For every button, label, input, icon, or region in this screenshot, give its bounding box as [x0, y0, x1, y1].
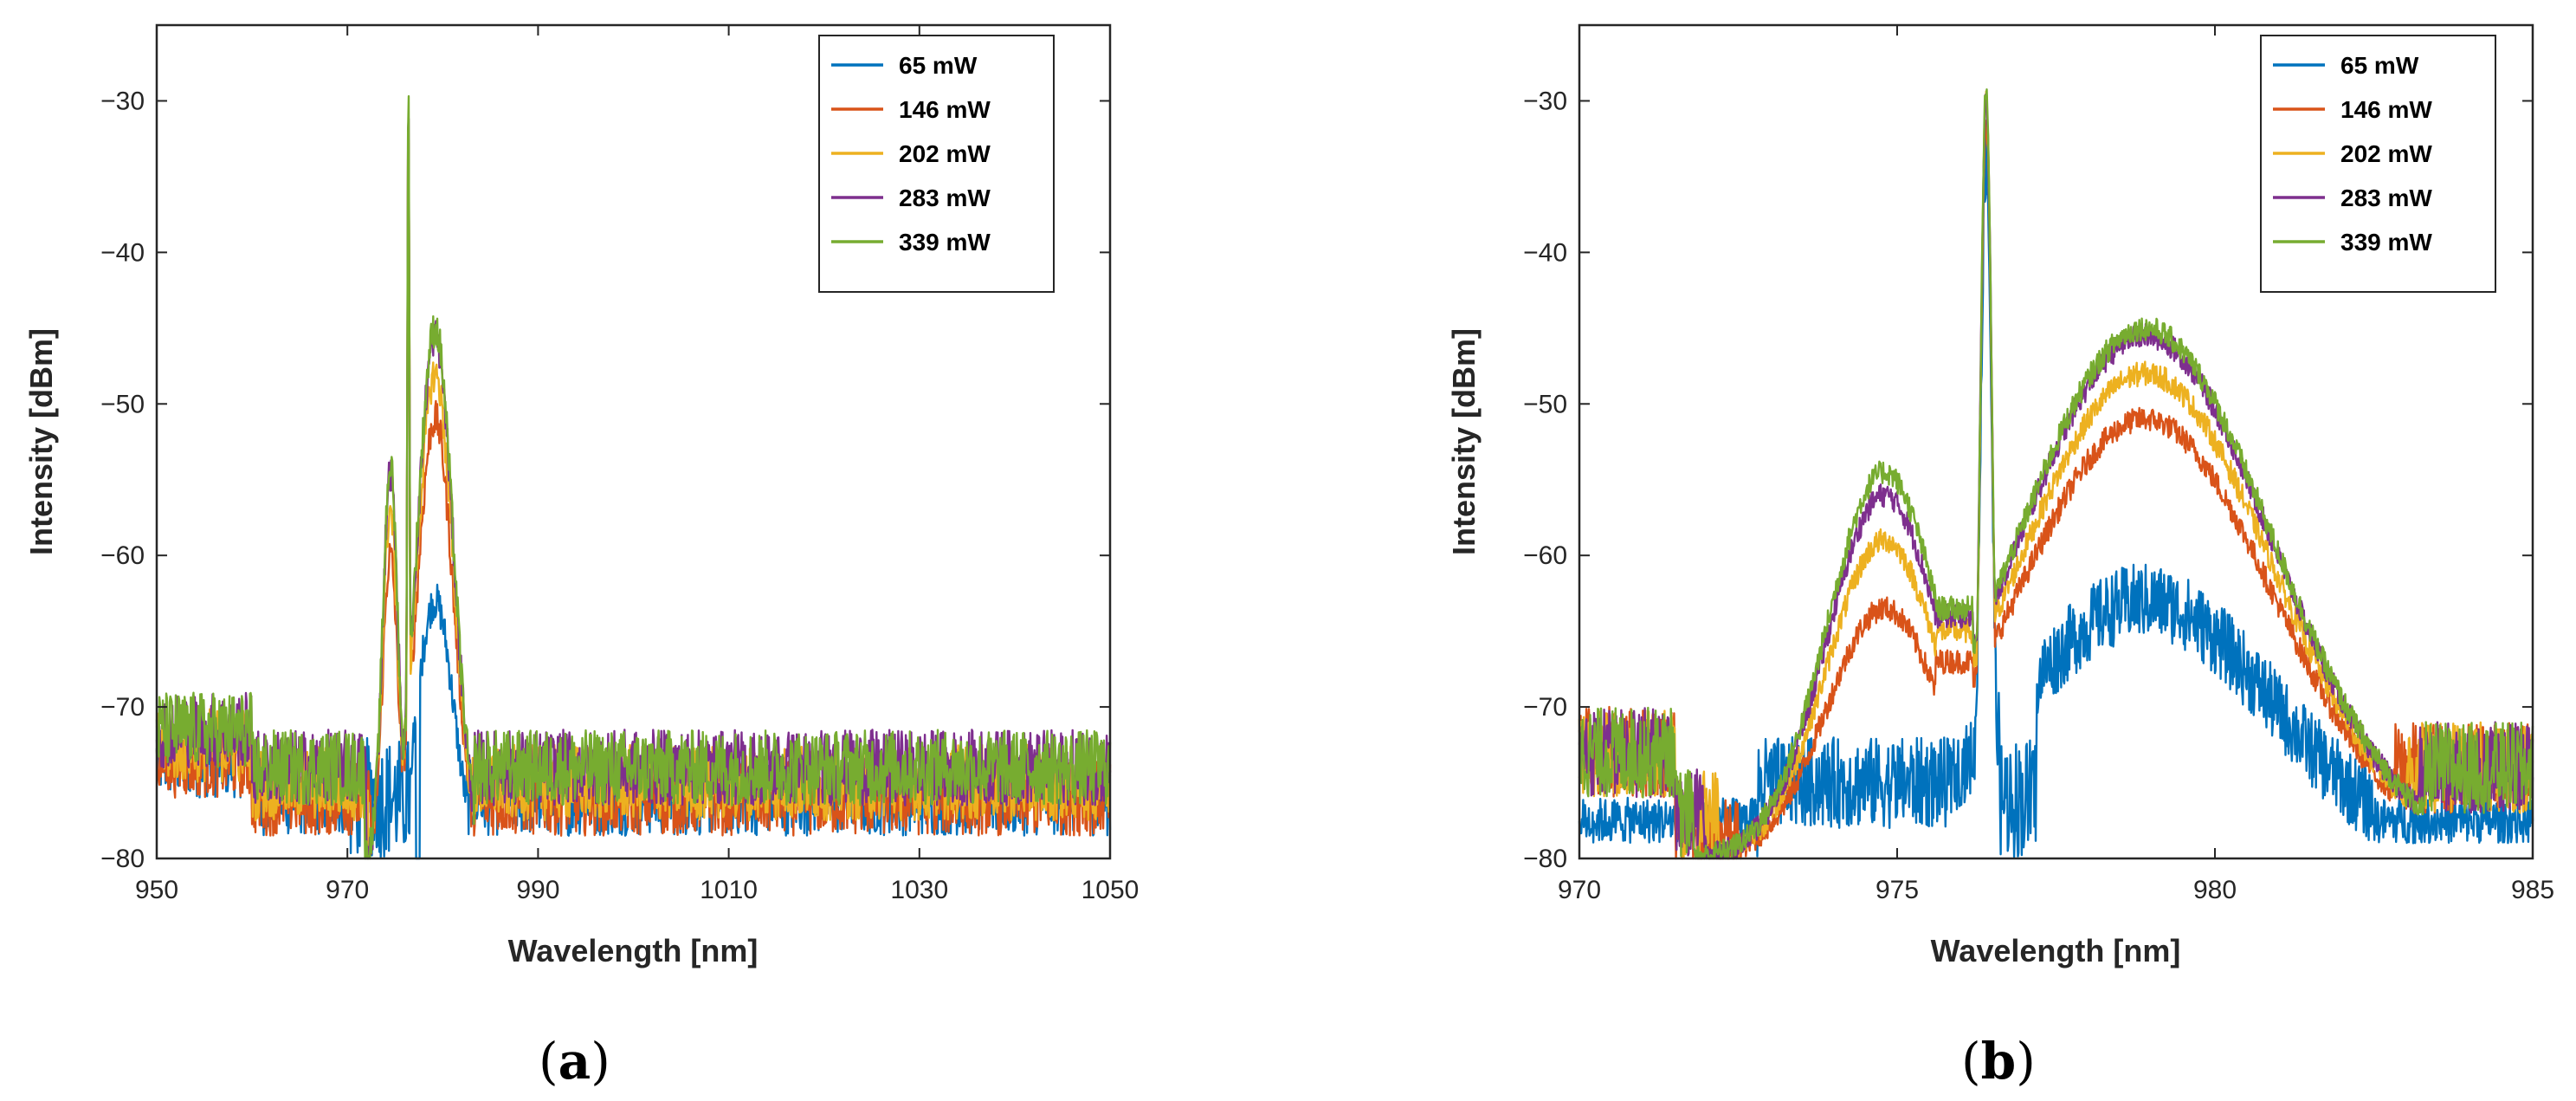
- panel-a-xlabel: Wavelength [nm]: [508, 933, 759, 968]
- y-tick-label: −80: [100, 845, 145, 873]
- panel-b-legend: 65 mW 146 mW 202 mW 283 mW 339 mW: [2260, 35, 2496, 293]
- legend-label: 65 mW: [2340, 52, 2419, 79]
- y-tick-label: −60: [100, 541, 145, 570]
- x-tick-label: 970: [1558, 876, 1601, 904]
- legend-label: 202 mW: [899, 140, 991, 167]
- series-line-283-mw: [1578, 94, 2534, 860]
- panel-b-chart: 970 975 980 985 −80 −70 −60 −50 −40 −30 Wavelengt…: [1446, 23, 2554, 1091]
- legend-label: 65 mW: [899, 52, 978, 79]
- legend-label: 339 mW: [899, 229, 991, 256]
- y-tick-label: −70: [100, 693, 145, 722]
- panel-b-caption-close: ): [2016, 1032, 2036, 1091]
- y-tick-label: −40: [100, 238, 145, 267]
- y-tick-label: −60: [1523, 541, 1567, 570]
- panel-b-series-group: [1578, 88, 2534, 860]
- panel-b-caption: (b): [1961, 1032, 2036, 1091]
- legend-box: [2260, 35, 2496, 293]
- series-line-339-mw: [1578, 88, 2534, 860]
- panel-b-ticks: 970 975 980 985 −80 −70 −60 −50 −40 −30: [1523, 25, 2554, 904]
- panel-a-series-group: [155, 94, 1112, 860]
- x-tick-label: 985: [2511, 876, 2554, 904]
- x-tick-label: 1010: [700, 876, 758, 904]
- panel-b-caption-open: (: [1961, 1032, 1981, 1091]
- x-tick-label: 980: [2193, 876, 2237, 904]
- y-tick-label: −50: [100, 390, 145, 418]
- x-tick-label: 1050: [1081, 876, 1140, 904]
- y-tick-label: −30: [1523, 87, 1567, 115]
- legend-label: 339 mW: [2340, 229, 2432, 256]
- panel-a-caption-letter: a: [558, 1032, 591, 1091]
- y-tick-label: −70: [1523, 693, 1567, 722]
- x-tick-label: 950: [135, 876, 178, 904]
- panel-a-axes-box: [155, 23, 1112, 860]
- legend-box: [818, 35, 1055, 293]
- x-tick-label: 990: [516, 876, 559, 904]
- legend-label: 283 mW: [2340, 185, 2432, 211]
- legend-label: 202 mW: [2340, 140, 2432, 167]
- panel-b-caption-letter: b: [1981, 1032, 2017, 1091]
- panel-a-ticks: 950 970 990 1010 1030 1050 −80 −70 −60 −50 −40 −30: [100, 25, 1139, 904]
- x-tick-label: 975: [1876, 876, 1919, 904]
- panel-b-axes-box: [1578, 23, 2534, 860]
- panel-a-ylabel: Intensity [dBm]: [23, 328, 59, 555]
- series-line-339-mw: [155, 94, 1112, 860]
- y-tick-label: −30: [100, 87, 145, 115]
- legend-label: 283 mW: [899, 185, 991, 211]
- panel-b-xlabel: Wavelength [nm]: [1931, 933, 2181, 968]
- x-tick-label: 970: [326, 876, 369, 904]
- x-tick-label: 1030: [890, 876, 948, 904]
- panel-b-ylabel: Intensity [dBm]: [1446, 328, 1482, 555]
- panel-a-caption: (a): [539, 1032, 610, 1091]
- panel-a-caption-close: ): [591, 1032, 610, 1091]
- y-tick-label: −80: [1523, 845, 1567, 873]
- series-line-283-mw: [155, 117, 1112, 860]
- legend-label: 146 mW: [899, 96, 991, 123]
- legend-label: 146 mW: [2340, 96, 2432, 123]
- panel-a-caption-open: (: [539, 1032, 558, 1091]
- panel-a-legend: 65 mW 146 mW 202 mW 283 mW 339 mW: [818, 35, 1055, 293]
- y-tick-label: −50: [1523, 390, 1567, 418]
- y-tick-label: −40: [1523, 238, 1567, 267]
- panel-a-chart: 950 970 990 1010 1030 1050−80−70−60−50−40−30 …: [23, 23, 1139, 1091]
